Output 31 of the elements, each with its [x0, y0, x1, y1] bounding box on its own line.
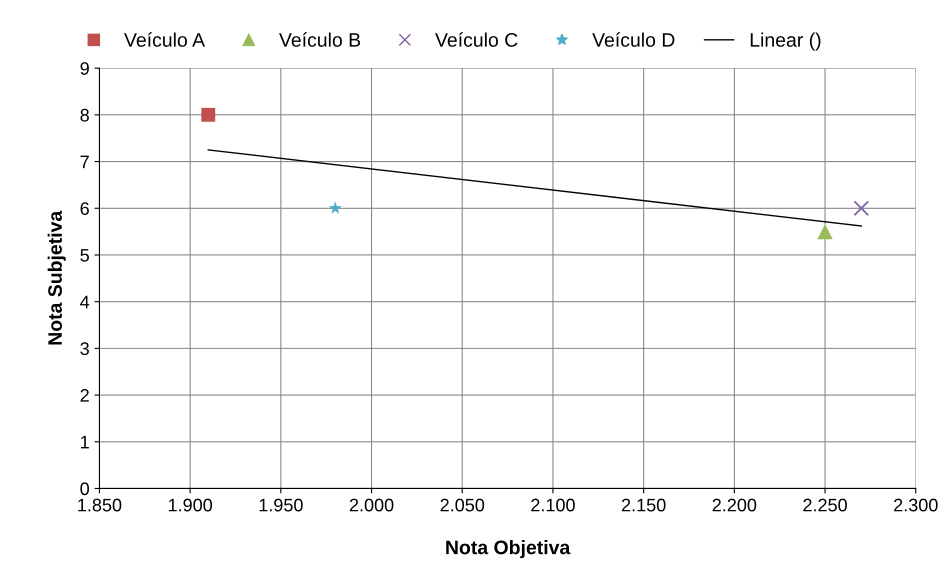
x-tick-label: 2.150 — [622, 498, 666, 512]
x-tick-label: 1.850 — [78, 498, 122, 512]
point — [853, 200, 870, 216]
point — [328, 201, 342, 214]
legend-label: Linear () — [750, 32, 820, 51]
y-tick-label: 4 — [80, 296, 90, 308]
x-tick-label: 2.050 — [440, 498, 484, 512]
y-axis-title: Nota Subjetiva — [48, 210, 66, 345]
x-tick-label: 2.250 — [803, 498, 847, 512]
y-tick-label: 1 — [81, 436, 89, 448]
legend-label: Veículo C — [435, 32, 518, 47]
y-tick-label: 5 — [80, 249, 89, 262]
y-tick-label: 0 — [80, 482, 90, 496]
x-tick-label: 2.300 — [894, 498, 938, 512]
legend-label: Veículo B — [279, 32, 360, 47]
x-tick-label: 2.000 — [350, 498, 394, 512]
y-tick-label: 6 — [80, 202, 89, 215]
y-tick-label: 9 — [80, 62, 89, 75]
legend-label: Veículo D — [592, 32, 674, 47]
x-tick-label: 2.200 — [712, 498, 756, 512]
y-tick-label: 3 — [80, 342, 89, 356]
x-axis-title: Nota Objetiva — [446, 540, 570, 558]
point — [817, 224, 833, 240]
y-tick-label: 8 — [80, 108, 89, 122]
x-tick-label: 1.900 — [168, 498, 212, 512]
y-tick-label: 7 — [80, 156, 89, 168]
legend-label: Veículo A — [124, 32, 206, 47]
point — [201, 108, 216, 122]
y-tick-label: 2 — [80, 389, 89, 402]
x-tick-label: 1.950 — [260, 498, 303, 512]
x-tick-label: 2.100 — [531, 498, 575, 512]
